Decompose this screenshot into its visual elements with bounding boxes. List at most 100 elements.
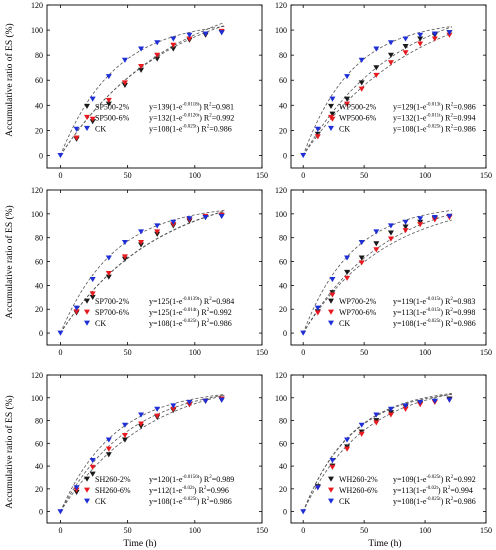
data-point-ck bbox=[154, 40, 161, 46]
y-tick-label: 60 bbox=[35, 439, 43, 448]
data-point-ck bbox=[202, 31, 209, 37]
data-point-ck bbox=[105, 437, 112, 443]
data-point-ck bbox=[105, 255, 112, 261]
x-tick-label: 0 bbox=[301, 526, 305, 535]
data-point-ck bbox=[387, 223, 394, 229]
x-tick-label: 100 bbox=[419, 526, 431, 535]
legend-equation: y=109(1-e-0.025t) R2=0.992 bbox=[393, 475, 476, 484]
data-point-ck bbox=[89, 96, 96, 102]
legend-label: CK bbox=[95, 497, 106, 506]
legend-label: CK bbox=[339, 124, 350, 133]
data-point-ck bbox=[358, 57, 365, 63]
legend-marker bbox=[84, 114, 90, 121]
y-tick-label: 80 bbox=[35, 51, 43, 60]
data-point-wp700-6% bbox=[387, 236, 394, 242]
data-point-sh260-6% bbox=[89, 464, 96, 470]
legend-label: WP500-6% bbox=[339, 113, 377, 122]
data-point-wp700-6% bbox=[373, 247, 380, 253]
data-point-wp500-2% bbox=[387, 52, 394, 58]
y-tick-label: 80 bbox=[35, 417, 43, 426]
fit-curve-sp700-6% bbox=[60, 210, 225, 334]
y-tick-label: 60 bbox=[35, 258, 43, 267]
data-point-ck bbox=[218, 397, 225, 403]
x-tick-label: 0 bbox=[58, 171, 62, 180]
data-point-sp700-6% bbox=[89, 291, 96, 297]
x-tick-label: 50 bbox=[124, 171, 132, 180]
legend-equation: y=108(1-e-0.025t) R2=0.986 bbox=[393, 497, 476, 506]
legend-label: CK bbox=[339, 319, 350, 328]
y-tick-label: 120 bbox=[275, 1, 287, 10]
plot-frame bbox=[46, 374, 263, 524]
legend-label: SP500-6% bbox=[95, 113, 130, 122]
data-point-sp500-6% bbox=[170, 42, 177, 48]
data-point-sp700-6% bbox=[105, 271, 112, 277]
panel-grid: 0 50 100 150 0 20 40 60 80 100 120 SP500-2% y=139(1-… bbox=[31, 1, 492, 535]
panel-sp500: 0 50 100 150 0 20 40 60 80 100 120 SP500-2% y=139(1-… bbox=[31, 1, 268, 180]
y-tick-label: 80 bbox=[279, 417, 287, 426]
legend-label: CK bbox=[95, 124, 106, 133]
data-point-ck bbox=[218, 213, 225, 219]
data-point-ck bbox=[387, 406, 394, 412]
data-point-ck bbox=[417, 216, 424, 222]
data-point-sp700-6% bbox=[73, 309, 80, 315]
y-tick-label: 40 bbox=[279, 101, 287, 110]
data-point-ck bbox=[300, 330, 307, 336]
legend-equation: y=119(1-e-0.015t) R2=0.983 bbox=[393, 297, 475, 306]
data-point-ck bbox=[138, 412, 145, 418]
y-tick-label: 0 bbox=[39, 508, 43, 517]
data-point-ck bbox=[387, 40, 394, 46]
x-tick-label: 50 bbox=[124, 526, 132, 535]
data-point-ck bbox=[431, 398, 438, 404]
data-point-ck bbox=[57, 509, 64, 515]
data-point-ck bbox=[358, 240, 365, 246]
data-point-ck bbox=[446, 397, 453, 403]
fit-curve-ck bbox=[60, 26, 225, 156]
data-point-ck bbox=[344, 437, 351, 443]
legend-marker bbox=[328, 125, 334, 132]
data-point-ck bbox=[300, 509, 307, 515]
fit-curve-sp500-6% bbox=[60, 25, 225, 156]
fit-curve-ck bbox=[60, 210, 225, 334]
data-point-ck bbox=[300, 153, 307, 159]
legend-equation: y=120(1-e-0.0156t) R2=0.989 bbox=[149, 475, 234, 484]
fit-curve-wp700-6% bbox=[302, 219, 452, 334]
fit-curve-sh260-2% bbox=[60, 394, 225, 512]
data-point-wp700-2% bbox=[344, 269, 351, 275]
legend-marker bbox=[328, 487, 334, 493]
data-point-sp500-6% bbox=[105, 97, 112, 103]
y-axis-title-row-3: Accumulative ratio of ES (%) bbox=[4, 395, 15, 508]
legend-marker bbox=[84, 103, 90, 110]
data-point-sh260-2% bbox=[89, 471, 96, 477]
plot-frame bbox=[290, 374, 487, 524]
data-point-sp700-2% bbox=[105, 274, 112, 280]
data-point-wp700-2% bbox=[387, 230, 394, 236]
legend-marker bbox=[84, 498, 90, 504]
data-point-wp500-6% bbox=[358, 86, 365, 92]
data-point-sh260-6% bbox=[138, 421, 145, 427]
data-point-wp500-2% bbox=[402, 43, 409, 50]
legend-marker bbox=[328, 114, 334, 121]
data-point-ck bbox=[402, 36, 409, 42]
data-point-sp500-2% bbox=[105, 101, 112, 107]
legend-marker bbox=[328, 498, 334, 504]
data-point-ck bbox=[57, 330, 64, 336]
x-tick-label: 100 bbox=[419, 348, 431, 357]
data-point-sp700-6% bbox=[121, 254, 128, 260]
y-tick-label: 60 bbox=[35, 76, 43, 85]
data-point-sh260-2% bbox=[121, 437, 128, 443]
x-tick-label: 50 bbox=[360, 171, 368, 180]
y-axis-title-row-2: Accumulative ratio of ES (%) bbox=[4, 205, 15, 318]
legend-equation: y=108(1-e-0.025t) R2=0.986 bbox=[149, 497, 232, 506]
data-point-ck bbox=[329, 96, 336, 102]
data-point-wp500-6% bbox=[387, 60, 394, 66]
data-point-wp700-6% bbox=[314, 310, 321, 316]
legend-label: WH260-6% bbox=[339, 486, 378, 495]
x-tick-label: 150 bbox=[480, 526, 492, 535]
data-point-wh260-6% bbox=[387, 412, 394, 418]
x-tick-label: 50 bbox=[124, 348, 132, 357]
x-tick-label: 0 bbox=[301, 348, 305, 357]
plot-frame bbox=[46, 189, 263, 346]
data-point-sp700-6% bbox=[154, 229, 161, 235]
x-axis-title-left: Time (h) bbox=[123, 538, 156, 549]
x-tick-label: 150 bbox=[256, 348, 268, 357]
